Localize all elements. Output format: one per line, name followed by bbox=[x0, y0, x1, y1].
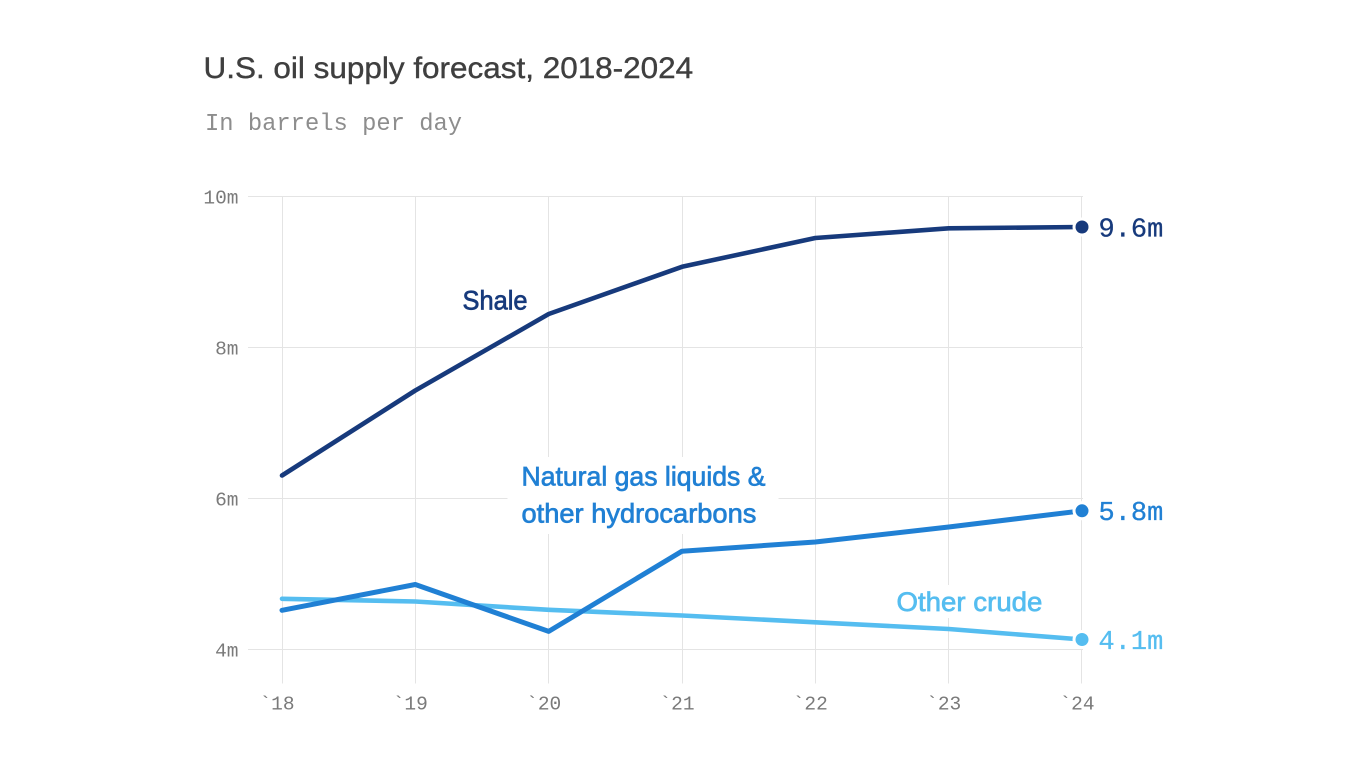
svg-text:10m: 10m bbox=[203, 188, 238, 210]
svg-text:Shale: Shale bbox=[463, 285, 528, 316]
svg-text:Natural gas liquids &: Natural gas liquids & bbox=[522, 461, 766, 491]
svg-text:In barrels per day: In barrels per day bbox=[205, 111, 462, 138]
svg-text:other hydrocarbons: other hydrocarbons bbox=[522, 498, 757, 529]
svg-text:6m: 6m bbox=[215, 490, 238, 512]
svg-text:4m: 4m bbox=[215, 641, 238, 663]
svg-text:Other crude: Other crude bbox=[897, 586, 1043, 617]
svg-text:other hydrocarbons: other hydrocarbons bbox=[522, 498, 757, 529]
svg-text:`20: `20 bbox=[526, 694, 561, 716]
svg-text:`23: `23 bbox=[926, 694, 961, 716]
svg-text:`19: `19 bbox=[393, 694, 428, 716]
svg-text:`24: `24 bbox=[1059, 694, 1094, 716]
svg-text:`21: `21 bbox=[659, 694, 694, 716]
svg-text:Natural gas liquids &: Natural gas liquids & bbox=[522, 461, 766, 491]
svg-text:`18: `18 bbox=[259, 694, 294, 716]
svg-text:4.1m: 4.1m bbox=[1099, 628, 1164, 658]
svg-text:9.6m: 9.6m bbox=[1099, 215, 1164, 245]
svg-text:`22: `22 bbox=[793, 694, 828, 716]
svg-text:Other crude: Other crude bbox=[897, 586, 1043, 617]
svg-text:U.S. oil supply forecast, 2018: U.S. oil supply forecast, 2018-2024 bbox=[204, 51, 694, 85]
svg-text:Shale: Shale bbox=[463, 285, 528, 316]
svg-text:8m: 8m bbox=[215, 339, 238, 361]
svg-text:5.8m: 5.8m bbox=[1099, 499, 1164, 529]
